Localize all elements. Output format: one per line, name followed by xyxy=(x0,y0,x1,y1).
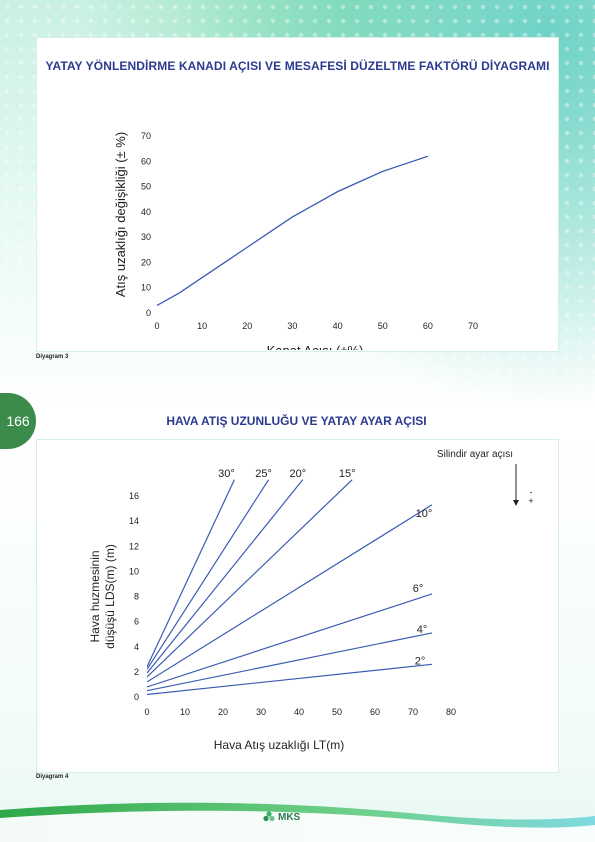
diagram4-title: HAVA ATIŞ UZUNLUĞU VE YATAY AYAR AÇISI xyxy=(166,414,427,428)
diagram3-panel: YATAY YÖNLENDİRME KANADI AÇISI VE MESAFE… xyxy=(36,37,559,352)
series-label: 30° xyxy=(218,468,235,480)
y-tick-label: 50 xyxy=(141,182,151,192)
series-label: 6° xyxy=(413,583,424,595)
y-tick-label: 70 xyxy=(141,131,151,141)
y-axis-label: Atış uzaklığı değişikliği (± %) xyxy=(113,132,128,297)
series-line xyxy=(147,479,235,668)
y-tick-label: 60 xyxy=(141,156,151,166)
x-tick-label: 70 xyxy=(408,707,418,717)
x-tick-label: 0 xyxy=(154,321,159,331)
y-tick-label: 10 xyxy=(129,566,139,576)
series-line xyxy=(147,593,433,688)
logo-leaf-icon xyxy=(263,811,275,822)
diagram3-chart: 0 10 20 30 40 50 60 70 0 10 20 30 40 50 60 70 Kanat Açıs… xyxy=(113,131,478,350)
y-tick-label: 10 xyxy=(141,283,151,293)
x-axis-label: Kanat Açısı (±%) xyxy=(267,343,364,350)
y-tick-label: 40 xyxy=(141,207,151,217)
diagram3-caption: Diyagram 3 xyxy=(36,354,69,360)
y-tick-label: 30 xyxy=(141,232,151,242)
x-tick-label: 0 xyxy=(144,707,149,717)
x-tick-label: 20 xyxy=(242,321,252,331)
y-tick-label: 12 xyxy=(129,541,139,551)
series-label: 10° xyxy=(416,508,433,520)
series-label: 2° xyxy=(415,655,426,667)
x-tick-label: 70 xyxy=(468,321,478,331)
x-axis-label: Hava Atış uzaklığı LT(m) xyxy=(214,738,344,752)
series-line xyxy=(156,155,429,306)
series-line xyxy=(147,479,270,670)
x-tick-label: 60 xyxy=(423,321,433,331)
x-tick-label: 10 xyxy=(180,707,190,717)
diagram4-chart: 0 10 20 30 40 50 60 70 80 0 2 4 6 8 10 12 14 16 Hava Atış … xyxy=(88,449,534,752)
cylinder-angle-annotation: Silindir ayar açısı xyxy=(437,449,513,460)
x-tick-label: 40 xyxy=(333,321,343,331)
logo-text: MKS xyxy=(278,811,301,823)
footer-wave xyxy=(0,802,595,842)
annotation-arrow-head-icon xyxy=(513,500,519,506)
y-tick-label: 8 xyxy=(134,592,139,602)
y-axis-label-line1: Hava huzmesinin xyxy=(88,550,102,642)
x-tick-label: 40 xyxy=(294,707,304,717)
y-axis-label-line2: düşüşü LDS(m) (m) xyxy=(103,544,117,649)
series-label: 4° xyxy=(417,624,428,636)
x-tick-label: 10 xyxy=(197,321,207,331)
y-tick-label: 0 xyxy=(134,692,139,702)
y-tick-label: 20 xyxy=(141,257,151,267)
series-label: 25° xyxy=(255,468,272,480)
y-tick-label: 6 xyxy=(134,617,139,627)
diagram4-caption: Diyagram 4 xyxy=(36,774,69,780)
mks-logo: MKS xyxy=(262,810,300,824)
diagram3-title: YATAY YÖNLENDİRME KANADI AÇISI VE MESAFE… xyxy=(45,59,550,73)
series-label: 15° xyxy=(339,468,356,480)
x-tick-label: 50 xyxy=(332,707,342,717)
y-tick-label: 4 xyxy=(134,642,139,652)
y-axis-label: Hava huzmesinindüşüşü LDS(m) (m) xyxy=(88,544,117,649)
series-line xyxy=(147,663,433,696)
x-tick-label: 20 xyxy=(218,707,228,717)
series-line xyxy=(147,632,433,692)
series-line xyxy=(147,504,433,683)
x-tick-label: 30 xyxy=(256,707,266,717)
diagram4-panel: 0 10 20 30 40 50 60 70 80 0 2 4 6 8 10 12 14 16 Hava Atış … xyxy=(36,439,559,773)
x-tick-label: 80 xyxy=(446,707,456,717)
y-tick-label: 2 xyxy=(134,667,139,677)
series-label: 20° xyxy=(289,468,306,480)
y-tick-label: 14 xyxy=(129,516,139,526)
series-line xyxy=(147,479,304,674)
x-tick-label: 60 xyxy=(370,707,380,717)
y-tick-label: 0 xyxy=(146,308,151,318)
plus-sign: + xyxy=(528,496,533,506)
minus-sign: - xyxy=(530,487,533,497)
x-tick-label: 50 xyxy=(378,321,388,331)
x-tick-label: 30 xyxy=(287,321,297,331)
y-tick-label: 16 xyxy=(129,491,139,501)
series-line xyxy=(147,479,353,678)
